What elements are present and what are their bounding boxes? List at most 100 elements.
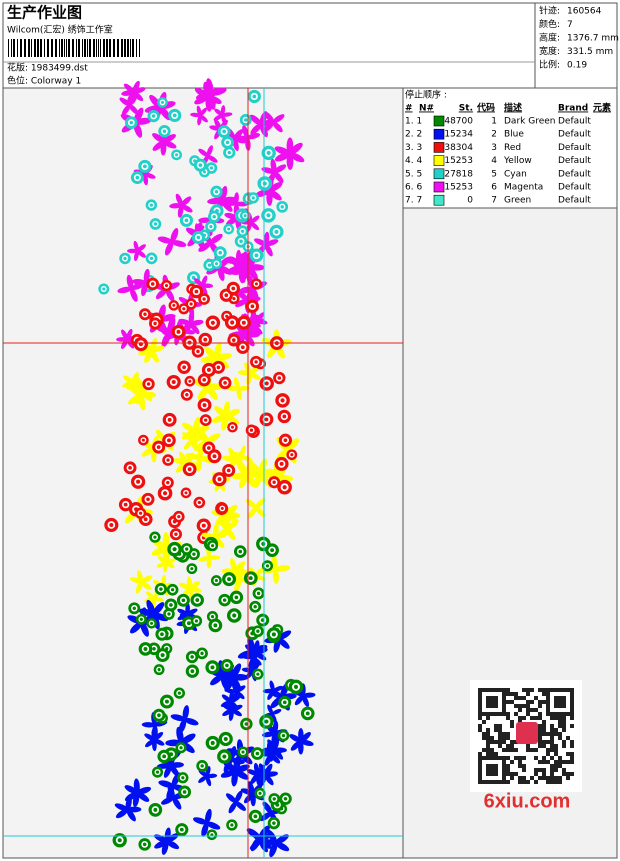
leaf <box>145 739 155 748</box>
round-flower <box>259 412 274 427</box>
flower-center <box>172 547 177 552</box>
round-flower <box>179 213 194 227</box>
leaf <box>182 705 190 720</box>
qr-module <box>478 752 482 756</box>
leaf <box>152 602 165 616</box>
brand: Default <box>558 117 591 127</box>
leaf <box>152 140 165 151</box>
leaf <box>277 630 292 640</box>
flower-center <box>161 100 165 104</box>
leaf <box>208 555 221 560</box>
flower-center <box>266 150 271 155</box>
leaf <box>234 449 245 461</box>
qr-module <box>570 760 574 764</box>
column-header: 代码 <box>476 102 495 114</box>
leaf <box>236 290 248 301</box>
leaf <box>214 108 223 116</box>
flower-center <box>272 797 276 801</box>
flower-center <box>239 239 243 244</box>
qr-module <box>558 764 562 768</box>
leaf <box>198 148 209 157</box>
leaf <box>217 266 225 281</box>
flower-center <box>210 320 215 325</box>
qr-module <box>522 780 526 784</box>
qr-module <box>526 744 530 748</box>
flower-center <box>172 113 177 118</box>
qr-module <box>486 728 490 732</box>
barcode-bar <box>106 39 108 57</box>
qr-module <box>534 768 538 772</box>
leaf <box>236 388 242 401</box>
barcode-bar <box>139 39 140 57</box>
info-panel: 针迹: 160564 颜色: 7 高度: 1376.7 mm 宽度: 331.5 mm 比例: 0… <box>539 5 619 71</box>
leaf <box>219 514 230 520</box>
round-flower <box>180 487 192 499</box>
round-flower <box>123 461 137 475</box>
flower-center <box>200 651 204 656</box>
leaf <box>253 320 259 332</box>
leaf <box>275 841 290 852</box>
leaf <box>124 785 138 794</box>
qr-module <box>550 744 554 748</box>
leaf <box>236 249 242 263</box>
leaf-motif <box>114 796 142 822</box>
round-flower <box>164 598 178 612</box>
flower-center <box>117 838 122 843</box>
leaf <box>266 742 273 755</box>
flower-center <box>293 684 299 689</box>
qr-module <box>506 732 510 736</box>
leaf <box>300 732 311 743</box>
leaf <box>269 680 275 692</box>
leaf <box>120 338 129 349</box>
round-flower <box>223 146 236 159</box>
leaf <box>221 112 233 117</box>
round-flower <box>190 615 203 627</box>
barcode-bar <box>11 39 12 57</box>
barcode-bar <box>132 39 134 57</box>
leaf <box>250 215 260 224</box>
code: 3 <box>491 143 497 153</box>
round-flower <box>217 503 228 514</box>
barcode-bar <box>59 39 60 57</box>
flower-center <box>253 605 257 609</box>
round-flower <box>261 208 276 223</box>
qr-module <box>546 752 550 756</box>
barcode-bar <box>121 39 123 57</box>
round-flower <box>267 816 281 830</box>
qr-module <box>550 724 554 728</box>
round-flower <box>180 388 193 401</box>
leaf <box>269 842 278 858</box>
qr-module <box>522 716 526 720</box>
round-flower <box>233 545 247 558</box>
leaf <box>253 472 262 489</box>
leaf <box>167 784 175 799</box>
barcode-bar <box>31 39 32 57</box>
flower-center <box>241 750 245 754</box>
leaf <box>146 599 156 616</box>
leaf <box>198 241 212 252</box>
qr-module <box>498 744 502 748</box>
barcode-bar <box>113 39 115 57</box>
qr-module <box>522 704 526 708</box>
round-flower <box>190 593 204 607</box>
leaf <box>132 278 147 285</box>
qr-module <box>510 760 514 764</box>
qr-module <box>522 768 526 772</box>
flower-center <box>181 776 185 780</box>
round-flower <box>268 476 281 489</box>
flower-center <box>230 823 234 827</box>
round-flower <box>226 608 242 623</box>
flower-center <box>210 665 215 670</box>
barcode-bar <box>103 39 105 57</box>
leaf <box>132 80 140 93</box>
leaf <box>231 663 242 679</box>
leaf-motif <box>178 576 202 601</box>
qr-module <box>558 736 562 740</box>
flower-center <box>227 577 232 582</box>
leaf <box>257 764 266 776</box>
flower-center <box>182 365 187 370</box>
round-flower <box>138 642 153 656</box>
leaf <box>129 621 143 634</box>
qr-module <box>538 736 542 740</box>
leaf <box>272 114 285 124</box>
